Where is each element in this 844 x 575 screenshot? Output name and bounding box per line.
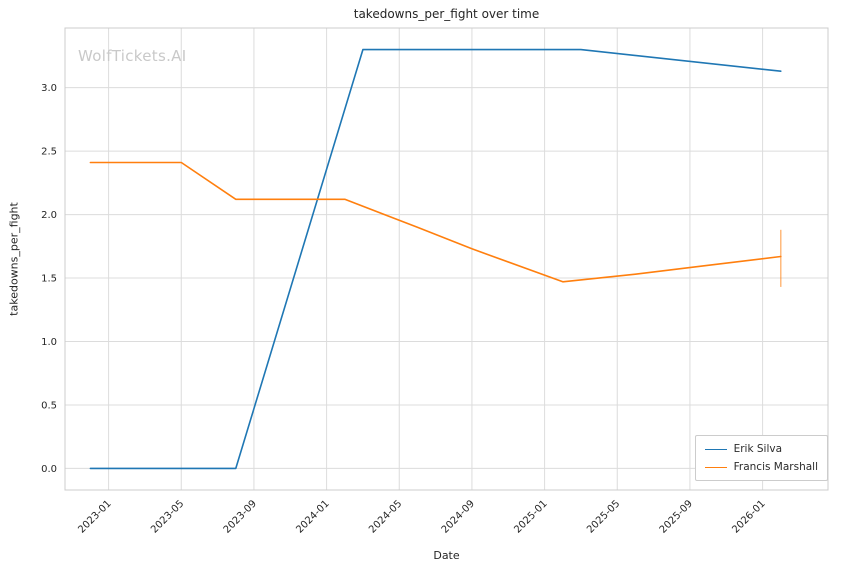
legend-label: Erik Silva [733,443,783,455]
series-line-francis-marshall [89,161,782,283]
y-tick-label: 2.5 [41,147,57,158]
legend-label: Francis Marshall [733,461,818,473]
y-tick-label: 2.0 [41,210,57,221]
series-line-erik-silva [89,48,782,470]
y-tick-label: 0.5 [41,400,57,411]
x-tick-label: 2024-01 [294,498,331,535]
x-tick-label: 2023-09 [222,498,259,535]
legend: Erik Silva Francis Marshall [694,435,828,481]
x-tick-label: 2025-05 [585,498,622,535]
plot-border [64,27,829,491]
legend-item: Francis Marshall [704,461,818,473]
y-tick-label: 3.0 [41,83,57,94]
y-tick-label: 1.5 [41,274,57,285]
legend-item: Erik Silva [704,443,818,455]
x-tick-label: 2024-09 [440,498,477,535]
x-axis-label: Date [433,549,460,562]
x-tick-label: 2024-05 [367,498,404,535]
x-tick-label: 2025-01 [512,498,549,535]
y-axis-label: takedowns_per_fight [7,202,21,316]
legend-line-swatch [704,448,727,450]
chart-title: takedowns_per_fight over time [353,7,540,21]
x-tick-label: 2023-05 [149,498,186,535]
y-tick-label: 0.0 [41,464,57,475]
legend-line-swatch [704,466,727,468]
x-tick-label: 2023-01 [76,498,113,535]
watermark: WolfTickets.AI [78,47,187,65]
x-tick-label: 2025-09 [658,498,695,535]
y-tick-label: 1.0 [41,337,57,348]
x-tick-label: 2026-01 [730,498,767,535]
